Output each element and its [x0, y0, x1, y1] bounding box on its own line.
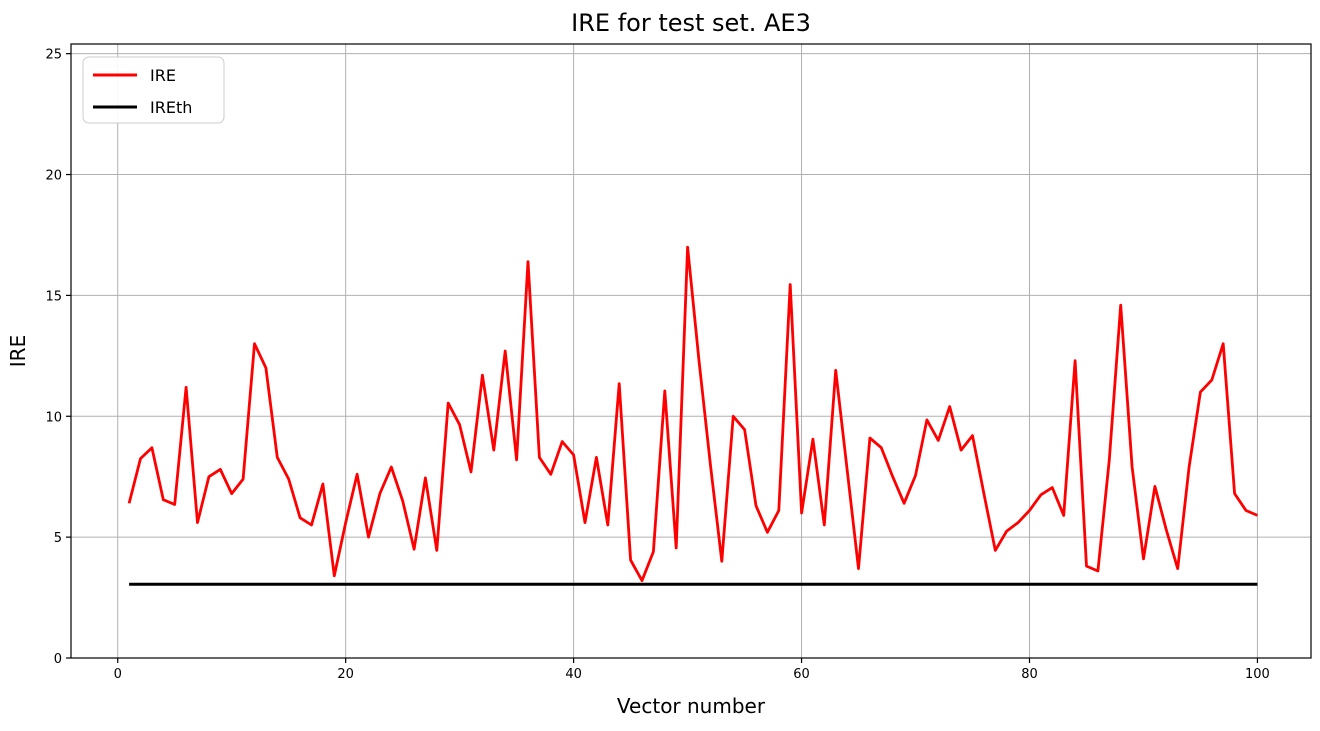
x-tick-label: 100 — [1245, 667, 1270, 682]
x-tick-label: 20 — [337, 667, 354, 682]
data-series — [127, 245, 1258, 586]
y-tick-label: 25 — [45, 48, 62, 63]
ire-line — [127, 245, 1258, 582]
x-tick-label: 0 — [114, 667, 122, 682]
y-tick-label: 5 — [54, 531, 62, 546]
x-axis-label: Vector number — [617, 694, 766, 718]
y-axis-label: IRE — [6, 335, 30, 367]
y-tick-label: 0 — [54, 652, 62, 667]
legend-label-ire: IRE — [150, 66, 176, 85]
plot-frame — [70, 43, 1312, 659]
axis-ticks: 0 20 40 60 80 100 0 5 10 15 20 25 — [45, 48, 1269, 682]
legend-label-ireth: IREth — [150, 98, 192, 117]
plot-border — [70, 43, 1312, 659]
y-tick-label: 10 — [45, 410, 62, 425]
x-tick-label: 80 — [1021, 667, 1038, 682]
y-tick-label: 20 — [45, 169, 62, 184]
legend: IRE IREth — [82, 56, 225, 124]
x-tick-label: 40 — [565, 667, 582, 682]
y-tick-label: 15 — [45, 289, 62, 304]
x-tick-label: 60 — [793, 667, 810, 682]
chart-title: IRE for test set. AE3 — [571, 9, 811, 37]
